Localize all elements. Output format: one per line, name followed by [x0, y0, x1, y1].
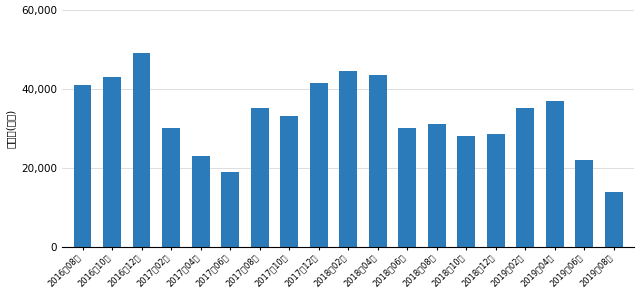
Bar — [74, 85, 92, 247]
Bar — [192, 156, 209, 247]
Bar — [605, 192, 623, 247]
Bar — [310, 83, 328, 247]
Bar — [428, 124, 445, 247]
Bar — [546, 101, 564, 247]
Bar — [339, 71, 357, 247]
Bar — [103, 77, 121, 247]
Bar — [487, 134, 504, 247]
Bar — [369, 75, 387, 247]
Bar — [280, 116, 298, 247]
Bar — [163, 128, 180, 247]
Y-axis label: 거래량(건수): 거래량(건수) — [6, 109, 15, 148]
Bar — [458, 136, 475, 247]
Bar — [575, 160, 593, 247]
Bar — [251, 108, 269, 247]
Bar — [132, 53, 150, 247]
Bar — [398, 128, 416, 247]
Bar — [516, 108, 534, 247]
Bar — [221, 172, 239, 247]
